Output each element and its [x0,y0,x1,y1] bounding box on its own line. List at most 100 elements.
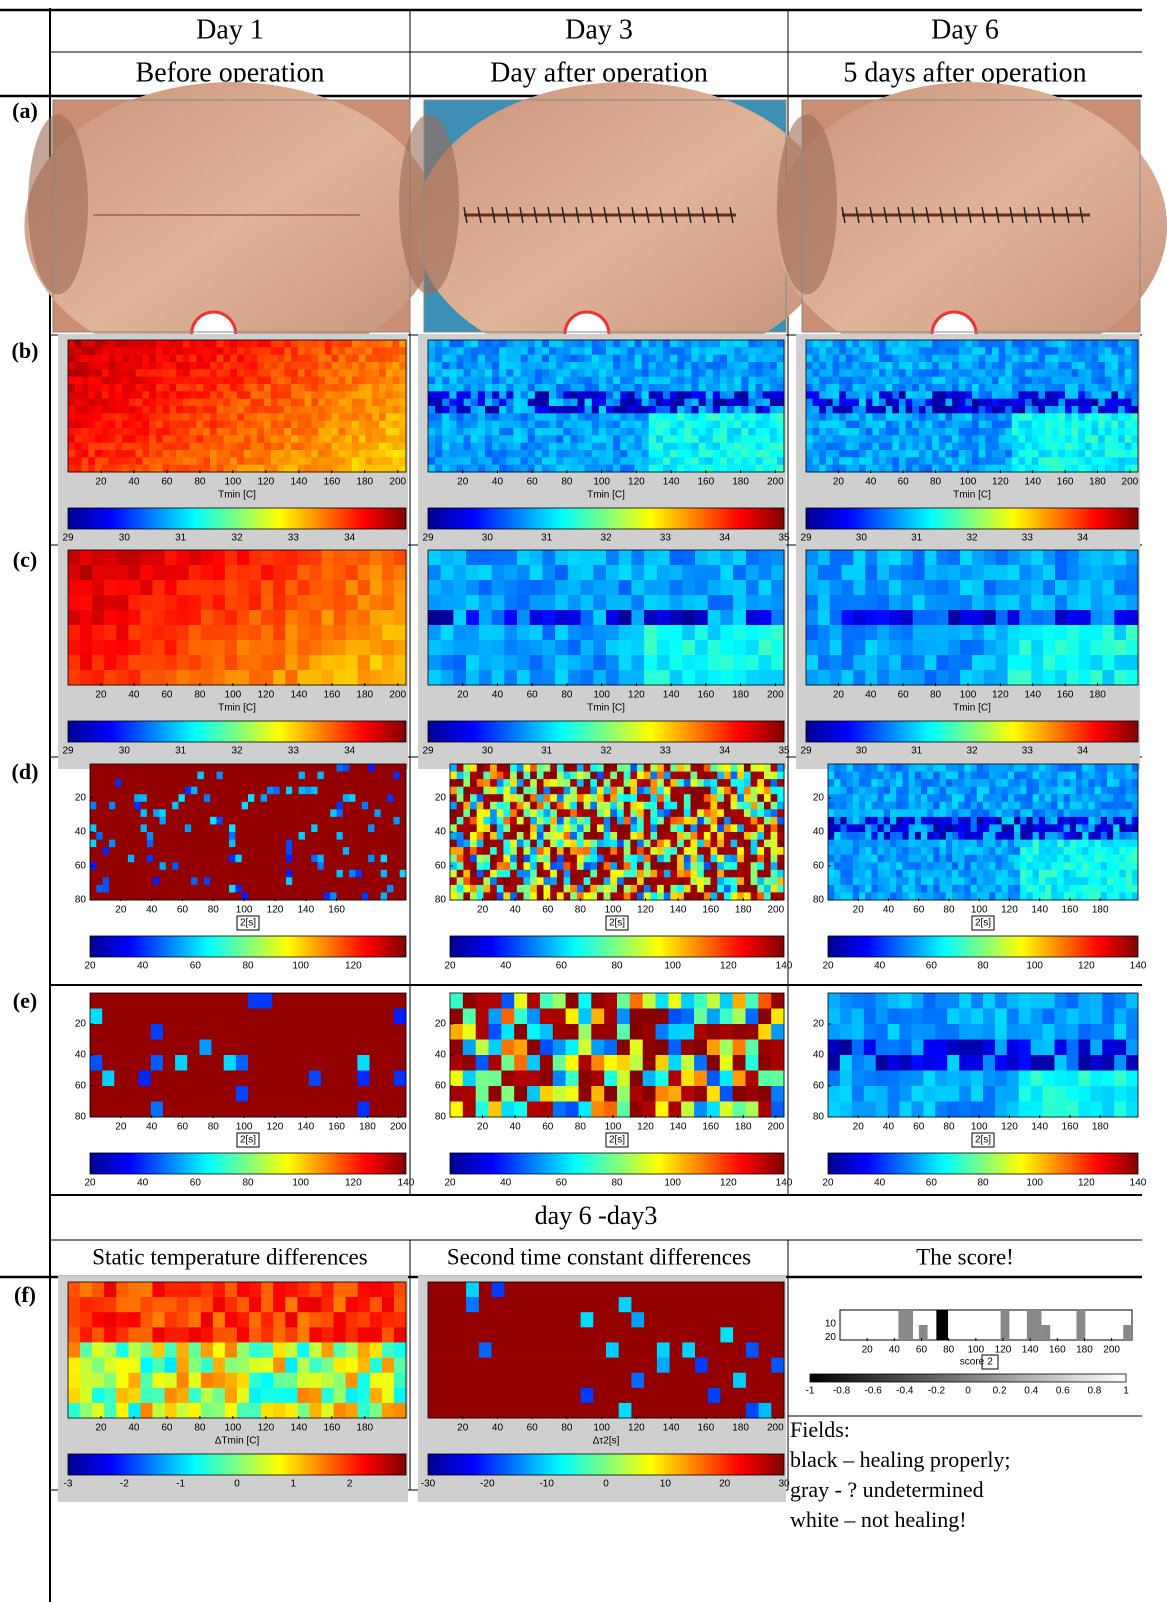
heatmap-cell [264,450,272,458]
heatmap-cell [631,640,645,656]
heatmap-cell [991,413,999,421]
heatmap-cell [311,420,319,429]
heatmap-cell [770,786,778,795]
heatmap-cell [892,391,900,399]
heatmap-cell [817,595,831,611]
heatmap-cell [466,595,480,611]
heatmap-cell [620,384,628,392]
heatmap-cell [331,369,339,377]
stitch [463,206,468,224]
heatmap-cell [669,670,683,686]
heatmap-cell [153,854,160,863]
heatmap-cell [1005,340,1013,348]
heatmap-cell [1071,457,1079,465]
heatmap-cell [965,398,973,407]
heatmap-cell [852,457,860,465]
heatmap-cell [527,362,536,370]
heatmap-cell [655,398,664,407]
heatmap-cell [297,420,305,429]
heatmap-cell [491,550,505,566]
heatmap-cell [95,457,103,465]
heatmap-cell [719,362,728,370]
heatmap-cell [191,862,198,871]
heatmap-cell [750,764,758,772]
heatmap-cell [311,877,318,886]
heatmap-cell [463,347,472,355]
heatmap-cell [203,464,211,473]
heatmap-cell [899,369,906,377]
heatmap-cell [222,771,230,780]
heatmap-cell [952,362,960,370]
heatmap-cell [1043,655,1056,671]
heatmap-cell [387,764,394,772]
heatmap-cell [122,450,130,458]
heatmap-cell [776,464,785,473]
heatmap-cell [311,369,319,377]
heatmap-cell [345,428,353,436]
heatmap-cell [705,428,714,436]
heatmap-cell [292,816,299,825]
heatmap-cell [677,347,685,355]
heatmap-cell [832,398,840,407]
heatmap-cell [318,362,326,370]
heatmap-cell [697,786,705,795]
heatmap-cell [748,413,756,421]
heatmap-cell [889,655,902,671]
heatmap-cell [155,391,164,399]
heatmap-cell [719,413,728,421]
heatmap-cell [889,670,902,686]
heatmap-cell [1005,450,1013,458]
heatmap-cell [261,565,274,581]
heatmap-cell [318,464,326,473]
heatmap-cell [264,406,272,414]
heatmap-cell [372,464,380,473]
heatmap-cell [591,442,600,451]
heatmap-cell [229,892,236,901]
heatmap-cell [159,862,167,871]
heatmap-cell [355,816,363,825]
heatmap-cell [777,794,785,803]
heatmap-cell [534,354,543,363]
heatmap-cell [197,801,205,810]
x-tick-label: 160 [1057,690,1074,701]
heatmap-cell [277,384,285,392]
heatmap-cell [733,625,747,641]
heatmap-cell [476,779,484,788]
heatmap-cell [691,457,699,465]
heatmap-cell [393,580,407,596]
heatmap-cell [1090,580,1103,596]
heatmap-cell [323,847,331,856]
heatmap-cell [365,398,373,407]
heatmap-cell [153,832,160,840]
heatmap-cell [442,384,450,392]
heatmap-cell [164,670,178,686]
heatmap-cell [81,391,89,399]
heatmap-cell [712,347,721,355]
heatmap-cell [109,786,116,795]
heatmap-cell [456,376,464,385]
heatmap-cell [1071,428,1079,436]
heatmap-cell [727,406,735,414]
heatmap-cell [1065,442,1072,451]
heatmap-cell [719,428,728,436]
heatmap-cell [1126,625,1139,641]
heatmap-cell [549,391,557,399]
heatmap-cell [142,406,150,414]
heatmap-cell [945,406,953,414]
heatmap-cell [223,413,231,421]
heatmap-cell [90,884,97,893]
heatmap-cell [365,420,373,429]
heatmap-cell [769,442,778,451]
heatmap-cell [683,779,691,788]
heatmap-cell [965,391,973,399]
heatmap-cell [336,794,344,803]
heatmap-cell [361,854,369,863]
heatmap-cell [74,457,82,465]
heatmap-cell [806,428,813,436]
heatmap-cell [169,340,177,348]
heatmap-cell [485,384,493,392]
heatmap-cell [998,406,1006,414]
heatmap-cell [1131,420,1139,429]
heatmap-cell [393,625,407,641]
heatmap-cell [698,420,707,429]
